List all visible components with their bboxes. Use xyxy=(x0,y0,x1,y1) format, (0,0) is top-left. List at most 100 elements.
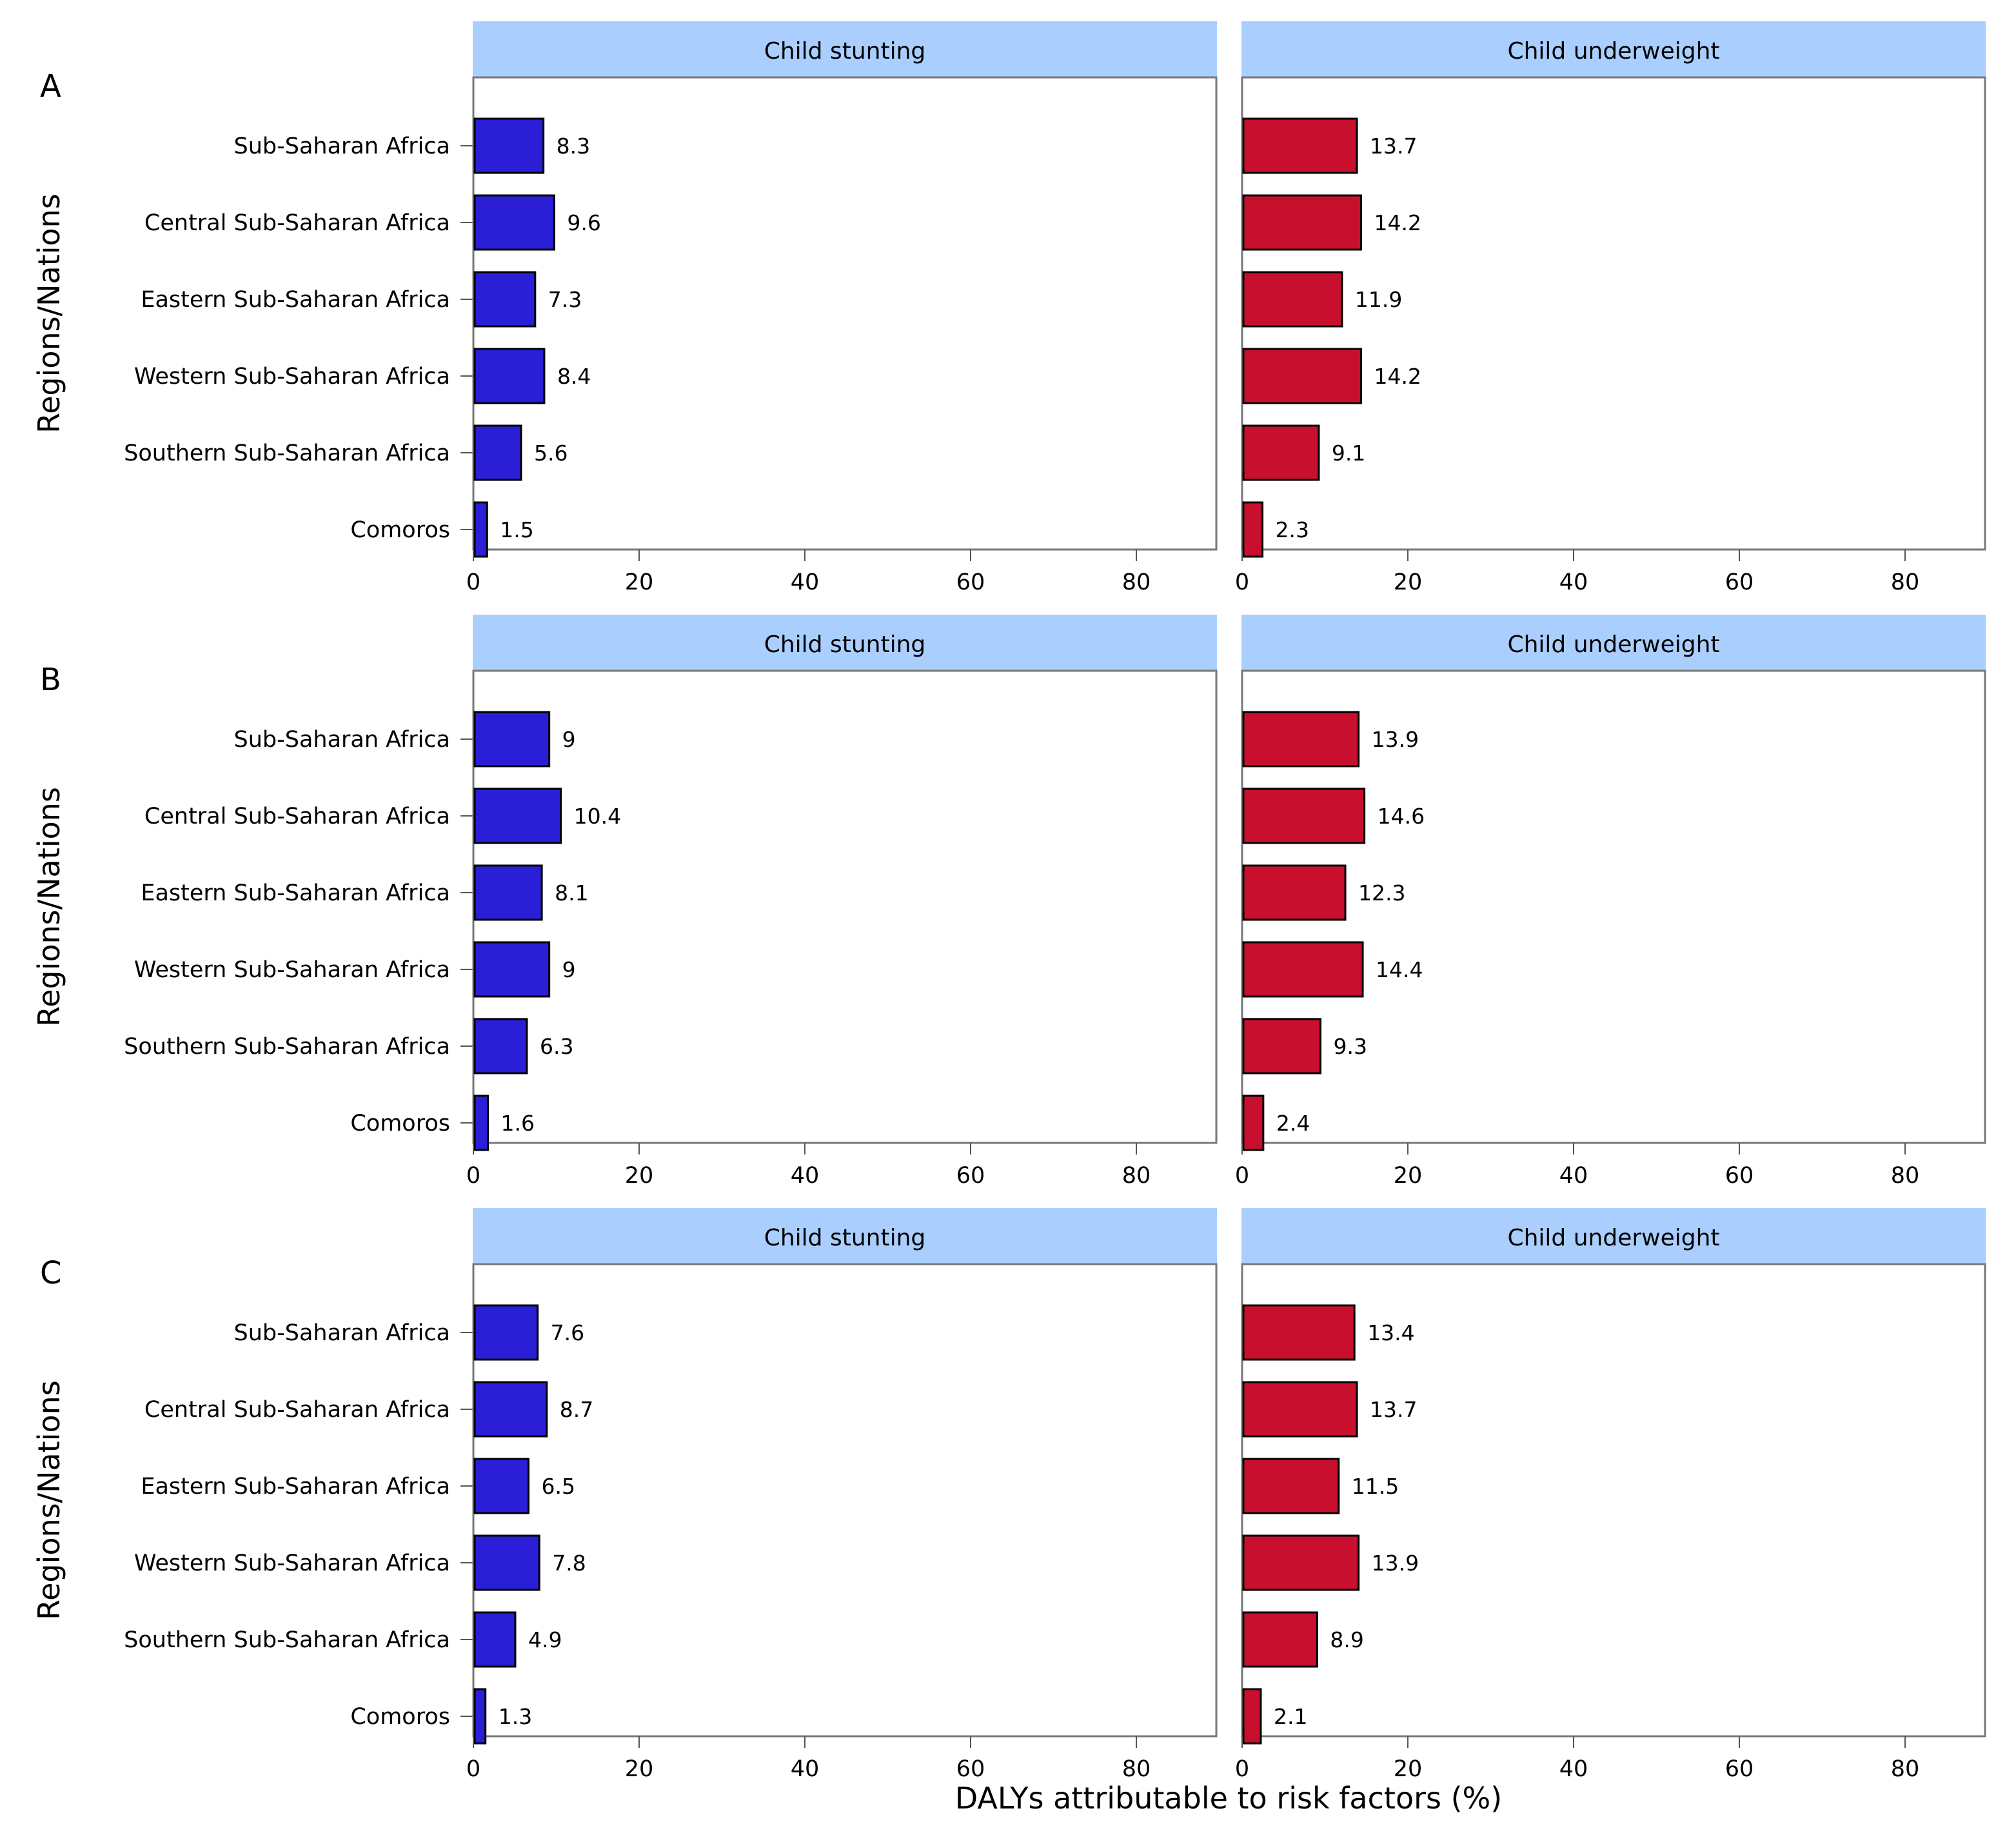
facet-child-underweight: Child underweight 13.9 14.6 12.3 14.4 9.3 2.4 0… xyxy=(1235,615,1986,1189)
bar xyxy=(473,711,551,768)
x-tick-label: 0 xyxy=(1235,1163,1249,1189)
value-label: 2.3 xyxy=(1276,517,1309,542)
panel-a: A Regions/Nations Sub-Saharan Africa Centra… xyxy=(32,21,1986,595)
bar xyxy=(473,1688,487,1745)
facet-child-stunting: Child stunting 7.6 8.7 6.5 7.8 4.9 1.3 0 20 40 60 8… xyxy=(466,1208,1218,1782)
bar xyxy=(1242,1095,1265,1151)
plot-frame xyxy=(1241,1263,1986,1738)
bar xyxy=(1242,1534,1360,1591)
value-label: 7.6 xyxy=(551,1320,584,1345)
bar xyxy=(1242,424,1320,481)
panel-letter: B xyxy=(40,662,61,698)
bar xyxy=(1242,348,1362,404)
x-tick-label: 60 xyxy=(956,1756,985,1782)
facet-child-stunting: Child stunting 9 10.4 8.1 9 6.3 1.6 0 20 40 60 80 xyxy=(466,615,1218,1189)
x-tick-label: 20 xyxy=(1394,1163,1423,1189)
category-label: Sub-Saharan Africa xyxy=(233,727,450,753)
bar xyxy=(473,1095,489,1151)
value-label: 9.3 xyxy=(1334,1034,1367,1059)
category-label: Sub-Saharan Africa xyxy=(233,134,450,159)
x-tick-label: 40 xyxy=(791,1163,820,1189)
value-label: 12.3 xyxy=(1358,880,1405,906)
bar xyxy=(473,271,537,328)
y-axis-title: Regions/Nations xyxy=(32,1380,66,1620)
x-tick-label: 80 xyxy=(1122,1756,1151,1782)
facet-strip-label: Child underweight xyxy=(1507,38,1719,64)
category-label: Comoros xyxy=(350,1111,450,1136)
category-label: Southern Sub-Saharan Africa xyxy=(124,1034,450,1060)
bar xyxy=(1242,711,1360,768)
x-tick-label: 0 xyxy=(466,1163,480,1189)
panel-letter: C xyxy=(40,1255,62,1291)
x-tick-label: 60 xyxy=(956,1163,985,1189)
value-label: 7.3 xyxy=(548,287,582,312)
bar xyxy=(1242,864,1347,921)
x-axis-title: DALYs attributable to risk factors (%) xyxy=(955,1781,1502,1816)
x-tick-label: 60 xyxy=(1725,1163,1754,1189)
category-label: Comoros xyxy=(350,1704,450,1730)
x-tick-label: 0 xyxy=(1235,1756,1249,1782)
category-label: Western Sub-Saharan Africa xyxy=(134,364,450,390)
bar xyxy=(1242,1458,1340,1514)
bar xyxy=(473,864,543,921)
x-tick-label: 40 xyxy=(791,1756,820,1782)
value-label: 1.6 xyxy=(501,1111,535,1136)
x-tick-label: 40 xyxy=(1559,570,1588,595)
bar xyxy=(473,1534,540,1591)
value-label: 11.5 xyxy=(1352,1474,1399,1499)
plot-frame xyxy=(472,669,1218,1144)
value-label: 11.9 xyxy=(1355,287,1402,312)
bar xyxy=(473,194,555,251)
x-tick-label: 40 xyxy=(1559,1163,1588,1189)
facet-strip-label: Child stunting xyxy=(764,631,926,658)
bar xyxy=(1242,271,1343,328)
facet-strip xyxy=(473,615,1217,671)
value-label: 9.1 xyxy=(1332,441,1365,466)
bar xyxy=(473,424,522,481)
bar xyxy=(473,501,488,558)
value-label: 8.3 xyxy=(557,134,590,159)
plot-frame xyxy=(472,1263,1218,1738)
value-label: 9 xyxy=(562,727,576,752)
value-label: 8.4 xyxy=(557,364,591,389)
panel-letter: A xyxy=(40,68,61,104)
value-label: 1.5 xyxy=(500,517,533,542)
bar xyxy=(473,1458,530,1514)
x-tick-label: 80 xyxy=(1122,570,1151,595)
bar xyxy=(1242,941,1364,998)
facet-strip xyxy=(1241,615,1986,671)
category-label: Central Sub-Saharan Africa xyxy=(144,210,450,236)
value-label: 13.9 xyxy=(1372,727,1419,752)
category-label: Eastern Sub-Saharan Africa xyxy=(141,287,450,313)
bar xyxy=(473,348,546,404)
category-label: Eastern Sub-Saharan Africa xyxy=(141,1474,450,1500)
value-label: 14.6 xyxy=(1378,804,1425,829)
panel-b: B Regions/Nations Sub-Saharan Africa Centra… xyxy=(32,615,1986,1189)
x-tick-label: 20 xyxy=(1394,570,1423,595)
facet-child-underweight: Child underweight 13.7 14.2 11.9 14.2 9.1 2.3 0… xyxy=(1235,21,1986,595)
bar xyxy=(1242,1381,1358,1438)
value-label: 14.4 xyxy=(1376,957,1423,982)
value-label: 2.1 xyxy=(1274,1704,1307,1729)
x-tick-label: 60 xyxy=(956,570,985,595)
facet-strip-label: Child underweight xyxy=(1507,631,1719,658)
x-tick-label: 60 xyxy=(1725,1756,1754,1782)
facet-child-underweight: Child underweight 13.4 13.7 11.5 13.9 8.9 2.1 0… xyxy=(1235,1208,1986,1782)
category-label: Western Sub-Saharan Africa xyxy=(134,957,450,983)
category-label: Central Sub-Saharan Africa xyxy=(144,804,450,829)
bar xyxy=(473,1304,539,1361)
x-tick-label: 20 xyxy=(625,1163,654,1189)
plot-frame xyxy=(1241,76,1986,551)
category-label: Southern Sub-Saharan Africa xyxy=(124,441,450,466)
bar xyxy=(1242,1688,1262,1745)
bar xyxy=(1242,1304,1356,1361)
bar xyxy=(473,117,545,174)
bar xyxy=(1242,117,1358,174)
value-label: 9 xyxy=(562,957,576,982)
value-label: 5.6 xyxy=(534,441,568,466)
value-label: 6.5 xyxy=(542,1474,575,1499)
value-label: 8.1 xyxy=(555,880,588,906)
value-label: 7.8 xyxy=(552,1551,586,1576)
value-label: 13.7 xyxy=(1370,134,1417,159)
